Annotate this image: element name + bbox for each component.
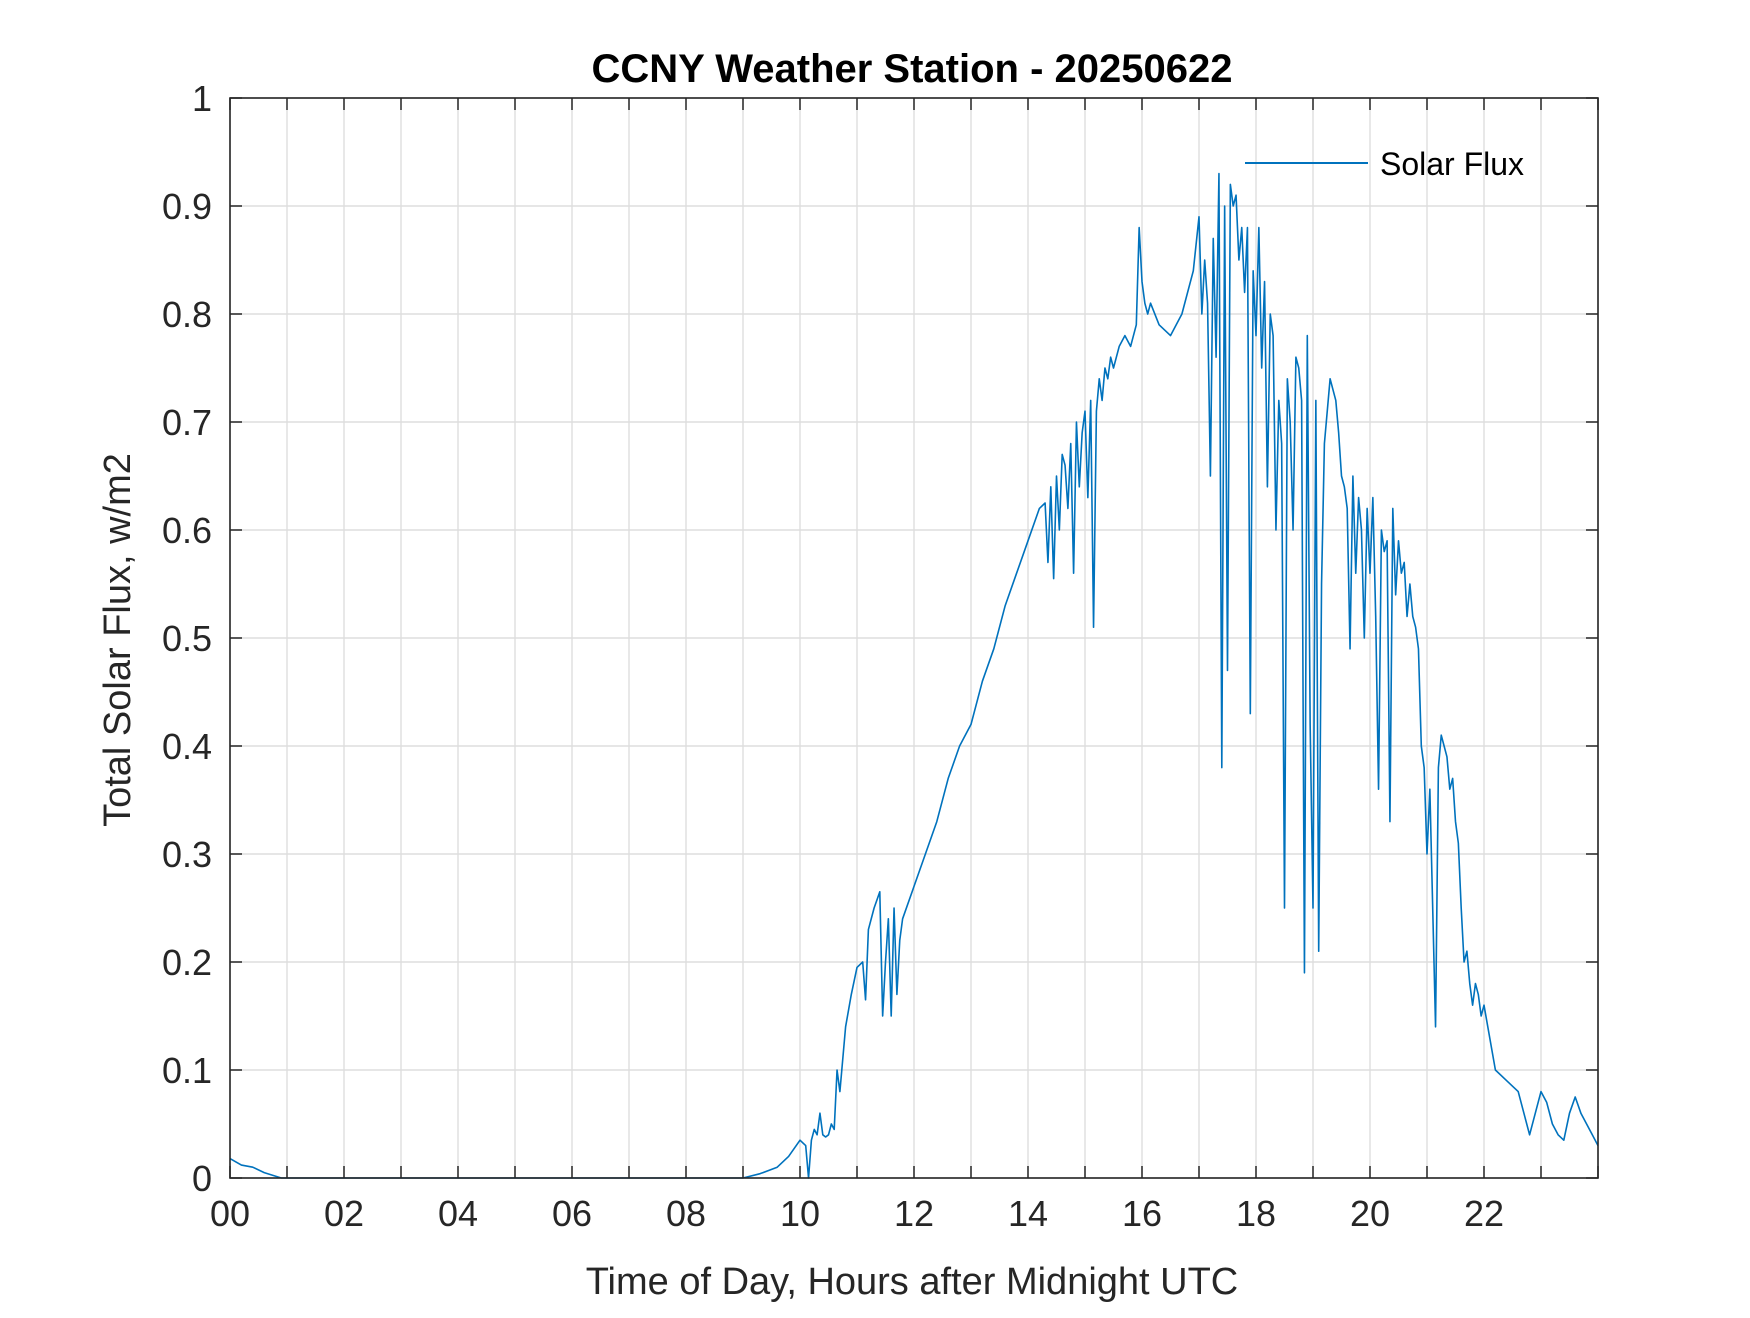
y-tick-label: 0.4 xyxy=(162,726,212,767)
x-tick-label: 02 xyxy=(324,1193,364,1234)
x-tick-label: 06 xyxy=(552,1193,592,1234)
series-layer xyxy=(229,172,1599,1179)
y-tick-label: 0.6 xyxy=(162,510,212,551)
y-tick-label: 0.1 xyxy=(162,1050,212,1091)
x-tick-label: 04 xyxy=(438,1193,478,1234)
y-tick-label: 0.9 xyxy=(162,186,212,227)
x-tick-label: 12 xyxy=(894,1193,934,1234)
y-tick-label: 0.5 xyxy=(162,618,212,659)
legend: Solar Flux xyxy=(1245,146,1524,182)
x-tick-label: 00 xyxy=(210,1193,250,1234)
y-tick-label: 0.8 xyxy=(162,294,212,335)
x-tick-label: 16 xyxy=(1122,1193,1162,1234)
x-tick-label: 14 xyxy=(1008,1193,1048,1234)
x-tick-label: 22 xyxy=(1464,1193,1504,1234)
chart-title: CCNY Weather Station - 20250622 xyxy=(592,47,1233,91)
x-tick-labels: 00 02 04 06 08 10 12 14 16 18 20 22 xyxy=(210,1193,1504,1234)
y-tick-label: 0 xyxy=(192,1158,212,1199)
legend-label-solar-flux: Solar Flux xyxy=(1380,146,1524,182)
y-tick-labels: 0 0.1 0.2 0.3 0.4 0.5 0.6 0.7 0.8 0.9 1 xyxy=(162,78,212,1199)
tick-marks xyxy=(229,97,1599,1179)
x-tick-label: 08 xyxy=(666,1193,706,1234)
y-tick-label: 0.3 xyxy=(162,834,212,875)
y-tick-label: 0.2 xyxy=(162,942,212,983)
x-tick-label: 18 xyxy=(1236,1193,1276,1234)
x-tick-label: 10 xyxy=(780,1193,820,1234)
x-axis-label: Time of Day, Hours after Midnight UTC xyxy=(586,1261,1239,1303)
grid xyxy=(229,97,1599,1179)
y-axis-label: Total Solar Flux, w/m2 xyxy=(97,453,139,827)
x-tick-label: 20 xyxy=(1350,1193,1390,1234)
y-tick-label: 1 xyxy=(192,78,212,119)
solar-flux-line xyxy=(229,172,1599,1179)
y-tick-label: 0.7 xyxy=(162,402,212,443)
